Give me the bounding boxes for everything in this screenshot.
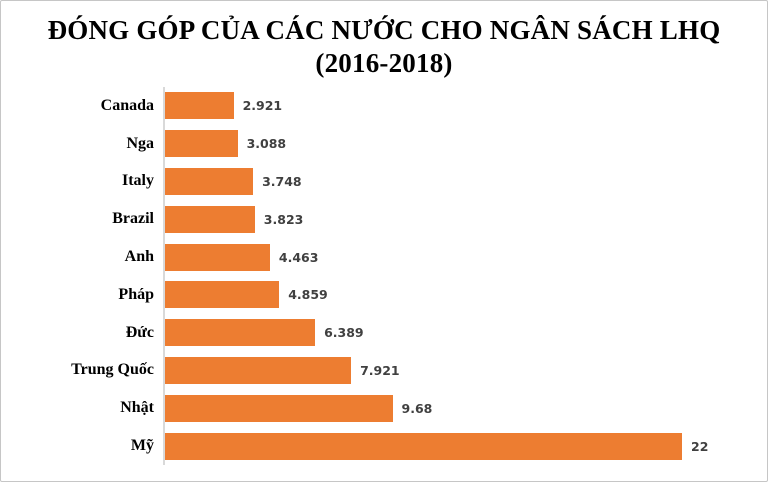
category-label: Brazil: [112, 210, 154, 228]
bar-track: 6.389: [163, 313, 767, 352]
bar: [165, 319, 316, 347]
bar-track: 3.748: [163, 162, 767, 201]
bar: [165, 281, 280, 309]
category-label: Canada: [100, 96, 154, 114]
bar-track: 7.921: [163, 351, 767, 390]
bar: [165, 432, 682, 460]
bar-row: Italy 3.748: [1, 162, 767, 201]
value-label: 3.088: [246, 136, 287, 152]
bar-row: Trung Quốc 7.921: [1, 351, 767, 390]
bar: [165, 167, 254, 195]
category-label: Trung Quốc: [71, 361, 154, 379]
bar-row: Brazil 3.823: [1, 200, 767, 239]
value-label: 3.823: [263, 211, 304, 227]
value-label: 2.921: [242, 98, 283, 114]
chart-title: ĐÓNG GÓP CỦA CÁC NƯỚC CHO NGÂN SÁCH LHQ …: [1, 1, 767, 80]
value-label: 3.748: [262, 173, 302, 189]
value-label: 22: [691, 438, 709, 454]
bar: [165, 356, 352, 384]
bar-row: Canada 2.921: [1, 87, 767, 125]
bar: [165, 394, 393, 422]
value-label: 6.389: [324, 325, 364, 341]
bar-row: Nhật 9.68: [1, 389, 767, 428]
bar-row: Anh 4.463: [1, 238, 767, 276]
category-label: Italy: [122, 172, 154, 190]
bar-track: 9.68: [163, 389, 767, 428]
bar: [165, 205, 255, 233]
value-label: 4.463: [278, 249, 319, 265]
chart-title-line2: (2016-2018): [315, 48, 453, 78]
category-label: Mỹ: [130, 437, 154, 455]
bar: [165, 92, 234, 120]
bar-track: 22: [163, 427, 767, 465]
bar-track: 2.921: [163, 87, 767, 125]
category-label: Anh: [124, 248, 154, 266]
bar-row: Pháp 4.859: [1, 275, 767, 314]
bar-track: 4.463: [163, 238, 767, 276]
bar: [165, 130, 238, 158]
category-label: Pháp: [118, 285, 154, 303]
category-label: Nhật: [120, 399, 154, 417]
chart-title-line1: ĐÓNG GÓP CỦA CÁC NƯỚC CHO NGÂN SÁCH LHQ: [47, 15, 721, 45]
category-label: Nga: [126, 134, 154, 152]
bar-row: Nga 3.088: [1, 124, 767, 163]
bar-track: 3.823: [163, 200, 767, 239]
value-label: 4.859: [288, 287, 328, 303]
category-label: Đức: [125, 323, 154, 341]
bar-row: Đức 6.389: [1, 313, 767, 352]
bar-track: 3.088: [163, 124, 767, 163]
bar: [165, 243, 270, 271]
bar-track: 4.859: [163, 275, 767, 314]
plot-area: Canada 2.921 Nga 3.088 Italy 3.748 Brazil 3.823…: [1, 87, 767, 465]
value-label: 7.921: [360, 362, 400, 378]
value-label: 9.68: [401, 400, 433, 416]
bar-row: Mỹ 22: [1, 427, 767, 465]
